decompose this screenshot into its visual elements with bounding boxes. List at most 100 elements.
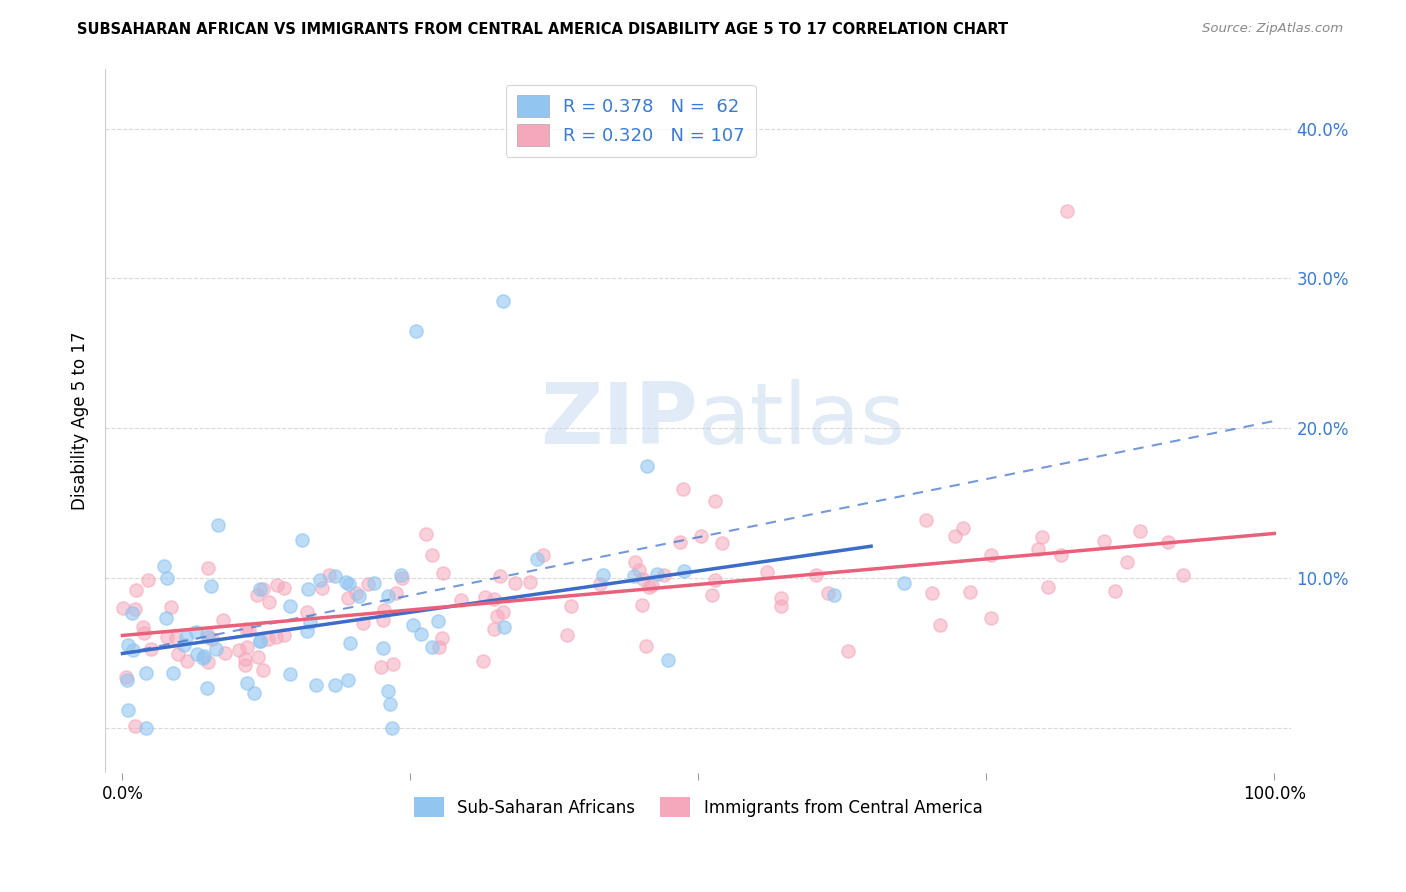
Point bbox=[378, 697, 401, 711]
Point bbox=[373, 603, 395, 617]
Point bbox=[117, 638, 139, 652]
Point bbox=[1171, 568, 1194, 582]
Point bbox=[174, 630, 197, 644]
Point bbox=[634, 639, 657, 653]
Point bbox=[111, 601, 134, 615]
Point bbox=[420, 640, 443, 654]
Point bbox=[690, 529, 713, 543]
Point bbox=[1104, 583, 1126, 598]
Point bbox=[628, 563, 651, 577]
Point bbox=[352, 616, 374, 631]
Text: Source: ZipAtlas.com: Source: ZipAtlas.com bbox=[1202, 22, 1343, 36]
Point bbox=[242, 686, 264, 700]
Point bbox=[531, 549, 554, 563]
Legend: Sub-Saharan Africans, Immigrants from Central America: Sub-Saharan Africans, Immigrants from Ce… bbox=[406, 789, 991, 825]
Point bbox=[1036, 580, 1059, 594]
Point bbox=[450, 593, 472, 607]
Point bbox=[132, 626, 155, 640]
Point bbox=[952, 521, 974, 535]
Point bbox=[426, 614, 449, 628]
Point bbox=[135, 666, 157, 681]
Point bbox=[246, 588, 269, 602]
Point bbox=[641, 578, 664, 592]
Text: SUBSAHARAN AFRICAN VS IMMIGRANTS FROM CENTRAL AMERICA DISABILITY AGE 5 TO 17 COR: SUBSAHARAN AFRICAN VS IMMIGRANTS FROM CE… bbox=[77, 22, 1008, 37]
Point bbox=[141, 641, 163, 656]
Point bbox=[297, 582, 319, 596]
Point bbox=[770, 599, 793, 613]
Point bbox=[492, 605, 515, 619]
Point bbox=[257, 632, 280, 646]
Point bbox=[1092, 534, 1115, 549]
Point bbox=[191, 650, 214, 665]
Point bbox=[201, 632, 224, 646]
Point bbox=[756, 566, 779, 580]
Point bbox=[165, 632, 187, 646]
Point bbox=[357, 576, 380, 591]
Point bbox=[377, 589, 399, 603]
Point bbox=[669, 535, 692, 549]
Point bbox=[197, 560, 219, 574]
Point bbox=[249, 582, 271, 596]
Point bbox=[363, 576, 385, 591]
Point bbox=[432, 632, 454, 646]
Point bbox=[623, 569, 645, 583]
Point bbox=[560, 599, 582, 613]
Point bbox=[233, 652, 256, 666]
Point bbox=[1050, 549, 1073, 563]
Point bbox=[371, 613, 394, 627]
Point bbox=[207, 517, 229, 532]
Point bbox=[484, 623, 506, 637]
Point bbox=[160, 600, 183, 615]
Point bbox=[295, 624, 318, 639]
Point bbox=[491, 293, 513, 308]
Point bbox=[238, 623, 260, 637]
Point bbox=[704, 493, 727, 508]
Point bbox=[519, 575, 541, 590]
Point bbox=[335, 574, 357, 589]
Text: ZIP: ZIP bbox=[540, 379, 699, 462]
Point bbox=[195, 681, 218, 695]
Point bbox=[526, 551, 548, 566]
Point bbox=[162, 665, 184, 680]
Point bbox=[377, 684, 399, 698]
Point bbox=[637, 580, 659, 594]
Point bbox=[246, 650, 269, 665]
Point bbox=[381, 657, 404, 671]
Point bbox=[823, 588, 845, 602]
Point bbox=[589, 577, 612, 591]
Point bbox=[197, 656, 219, 670]
Point bbox=[124, 602, 146, 616]
Point bbox=[623, 555, 645, 569]
Point bbox=[1157, 535, 1180, 549]
Point bbox=[235, 676, 257, 690]
Point bbox=[125, 583, 148, 598]
Point bbox=[915, 512, 938, 526]
Point bbox=[631, 572, 654, 586]
Point bbox=[921, 586, 943, 600]
Point bbox=[645, 567, 668, 582]
Point bbox=[155, 611, 177, 625]
Point bbox=[186, 647, 208, 661]
Point bbox=[299, 615, 322, 629]
Point bbox=[305, 678, 328, 692]
Point bbox=[630, 598, 652, 612]
Point bbox=[837, 644, 859, 658]
Point bbox=[278, 599, 301, 613]
Point bbox=[485, 609, 508, 624]
Point bbox=[391, 571, 413, 585]
Point bbox=[176, 655, 198, 669]
Point bbox=[311, 581, 333, 595]
Point bbox=[349, 589, 371, 603]
Point bbox=[266, 578, 288, 592]
Point bbox=[489, 569, 512, 583]
Point bbox=[710, 536, 733, 550]
Point bbox=[249, 634, 271, 648]
Point bbox=[592, 567, 614, 582]
Point bbox=[124, 719, 146, 733]
Point bbox=[893, 575, 915, 590]
Point bbox=[415, 527, 437, 541]
Point bbox=[943, 529, 966, 543]
Point bbox=[420, 549, 443, 563]
Point bbox=[173, 638, 195, 652]
Point bbox=[228, 642, 250, 657]
